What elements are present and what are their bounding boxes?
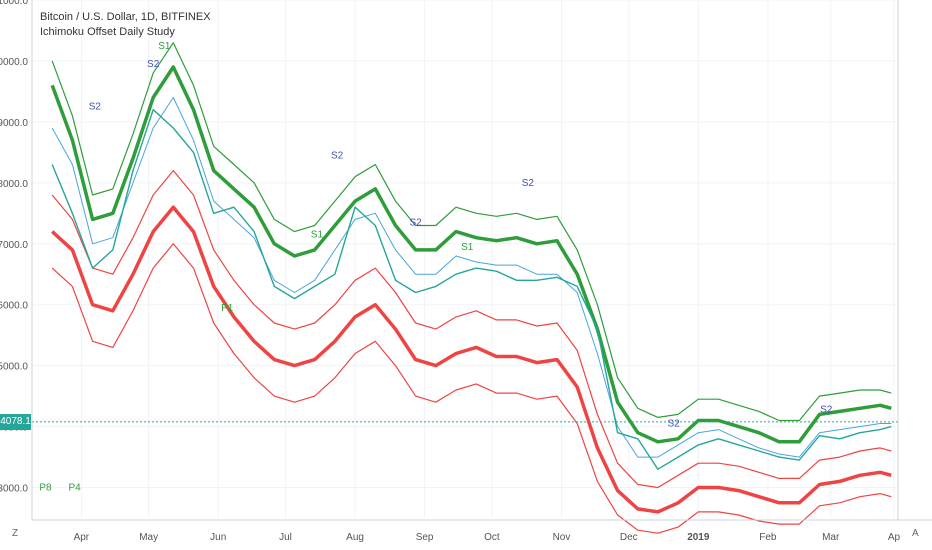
chart-grid: [32, 0, 898, 518]
x-tick-label: Jun: [210, 532, 226, 543]
x-tick-label: Dec: [620, 532, 638, 543]
x-tick-label: Jul: [279, 532, 292, 543]
x-tick-label: 2019: [687, 532, 710, 543]
series-line-4: [51, 243, 892, 534]
x-tick-label: Ap: [888, 532, 901, 543]
series-line-3: [51, 170, 892, 489]
signal-marker: S1: [461, 242, 474, 253]
symbol-title[interactable]: Bitcoin / U.S. Dollar, 1D, BITFINEX: [40, 11, 211, 23]
signal-marker: S1: [158, 41, 171, 52]
y-tick-label: 8000.0: [0, 179, 28, 190]
y-tick-label: 7000.0: [0, 240, 28, 251]
signal-marker: S2: [668, 419, 681, 430]
signal-marker: S2: [522, 178, 535, 189]
series-line-6: [51, 108, 892, 470]
last-price-badge: 4078.1: [0, 413, 31, 430]
y-tick-label: 11000.0: [0, 0, 28, 7]
y-tick-label: 3000.0: [0, 484, 28, 495]
signal-marker: S2: [331, 150, 344, 161]
signal-marker: S2: [147, 59, 160, 70]
series-line-1: [51, 42, 892, 422]
x-tick-label: Apr: [74, 532, 90, 543]
y-tick-label: 6000.0: [0, 301, 28, 312]
signal-marker: S1: [311, 230, 324, 241]
timezone-toggle[interactable]: Z: [12, 528, 19, 539]
ichimoku-lines: [50, 42, 892, 534]
series-line-5: [51, 97, 892, 458]
x-tick-label: Sep: [416, 532, 434, 543]
x-tick-label: Oct: [484, 532, 500, 543]
x-tick-label: Feb: [759, 532, 777, 543]
chart-legend: Bitcoin / U.S. Dollar, 1D, BITFINEX Ichi…: [40, 10, 211, 40]
signal-marker: S2: [820, 405, 833, 416]
study-title[interactable]: Ichimoku Offset Daily Study: [40, 26, 175, 38]
series-line-2: [51, 205, 892, 514]
y-tick-label: 9000.0: [0, 118, 28, 129]
x-tick-label: Mar: [822, 532, 840, 543]
signal-markers: S2 S1 S2 S1 S2 S2 S1 S2 S2 S2 P4 P8 P1: [39, 41, 832, 494]
signal-marker: P4: [69, 483, 82, 494]
x-tick-label: May: [139, 532, 158, 543]
signal-marker: P8: [39, 483, 52, 494]
signal-marker: P1: [221, 303, 234, 314]
series-line-0: [50, 65, 892, 444]
auto-scale-toggle[interactable]: A: [912, 528, 919, 539]
signal-marker: S2: [410, 217, 423, 228]
signal-marker: S2: [89, 102, 102, 113]
x-tick-label: Nov: [553, 532, 571, 543]
x-tick-label: Aug: [346, 532, 364, 543]
y-tick-label: 10000.0: [0, 57, 28, 68]
y-tick-label: 5000.0: [0, 362, 28, 373]
